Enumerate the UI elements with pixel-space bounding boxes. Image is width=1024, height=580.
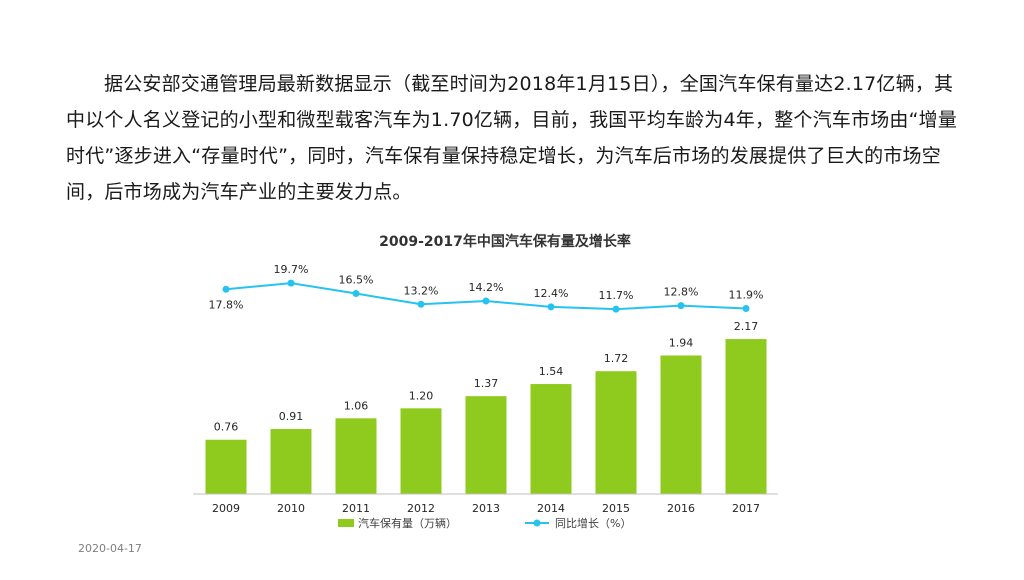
bar-label-2009: 0.76 xyxy=(214,421,239,434)
bar-2013 xyxy=(465,396,507,494)
bar-label-2017: 2.17 xyxy=(734,320,759,333)
growth-point-2014 xyxy=(547,303,555,311)
x-tick-2014: 2014 xyxy=(537,502,565,515)
growth-label-2016: 12.8% xyxy=(664,286,699,299)
bar-label-2011: 1.06 xyxy=(344,399,369,412)
growth-label-2009: 17.8% xyxy=(209,298,244,311)
growth-label-2017: 11.9% xyxy=(729,289,764,302)
legend-bar-label: 汽车保有量（万辆） xyxy=(358,516,457,530)
bar-label-2010: 0.91 xyxy=(279,410,304,423)
x-tick-2010: 2010 xyxy=(277,502,305,515)
bar-label-2015: 1.72 xyxy=(604,352,629,365)
growth-point-2016 xyxy=(677,302,685,310)
x-tick-2015: 2015 xyxy=(602,502,630,515)
bar-2014 xyxy=(530,384,572,494)
bar-2012 xyxy=(400,408,442,494)
bar-2009 xyxy=(205,439,247,494)
bar-2011 xyxy=(335,418,377,494)
bar-2017 xyxy=(725,339,767,494)
legend-line-marker xyxy=(533,519,541,527)
x-tick-2009: 2009 xyxy=(212,502,240,515)
growth-point-2012 xyxy=(417,300,425,308)
bar-label-2014: 1.54 xyxy=(539,365,564,378)
growth-point-2009 xyxy=(222,285,230,293)
growth-point-2015 xyxy=(612,305,620,313)
growth-label-2012: 13.2% xyxy=(404,284,439,297)
x-tick-2017: 2017 xyxy=(732,502,760,515)
growth-point-2017 xyxy=(742,305,750,313)
bar-label-2012: 1.20 xyxy=(409,389,434,402)
footer-date: 2020-04-17 xyxy=(78,542,142,555)
growth-label-2010: 19.7% xyxy=(274,263,309,276)
bars-layer: 0.76 0.91 1.06 1.20 1.37 1.54 1.72 1.94 2.17 xyxy=(205,320,767,494)
chart-legend: 汽车保有量（万辆） 同比增长（%） xyxy=(338,516,631,530)
x-tick-2012: 2012 xyxy=(407,502,435,515)
growth-label-2013: 14.2% xyxy=(469,281,504,294)
growth-label-2011: 16.5% xyxy=(339,274,374,287)
growth-point-2010 xyxy=(287,279,295,287)
chart-title: 2009-2017年中国汽车保有量及增长率 xyxy=(379,233,631,250)
line-layer: 17.8% 19.7% 16.5% 13.2% 14.2% 12.4% 11.7% 12.8%… xyxy=(209,263,764,313)
x-tick-2013: 2013 xyxy=(472,502,500,515)
x-tick-2011: 2011 xyxy=(342,502,370,515)
bar-label-2013: 1.37 xyxy=(474,377,499,390)
bar-2015 xyxy=(595,371,637,494)
x-tick-2016: 2016 xyxy=(667,502,695,515)
legend-bar-swatch xyxy=(338,519,354,527)
growth-point-2013 xyxy=(482,297,490,305)
legend-line-label: 同比增长（%） xyxy=(555,516,631,530)
x-tick-labels: 2009 2010 2011 2012 2013 2014 2015 2016 2017 xyxy=(212,502,760,515)
growth-label-2015: 11.7% xyxy=(599,289,634,302)
growth-point-2011 xyxy=(352,290,360,298)
growth-label-2014: 12.4% xyxy=(534,287,569,300)
bar-2016 xyxy=(660,355,702,494)
bar-2010 xyxy=(270,429,312,494)
bar-label-2016: 1.94 xyxy=(669,336,694,349)
intro-paragraph: 据公安部交通管理局最新数据显示（截至时间为2018年1月15日），全国汽车保有量… xyxy=(66,73,958,203)
